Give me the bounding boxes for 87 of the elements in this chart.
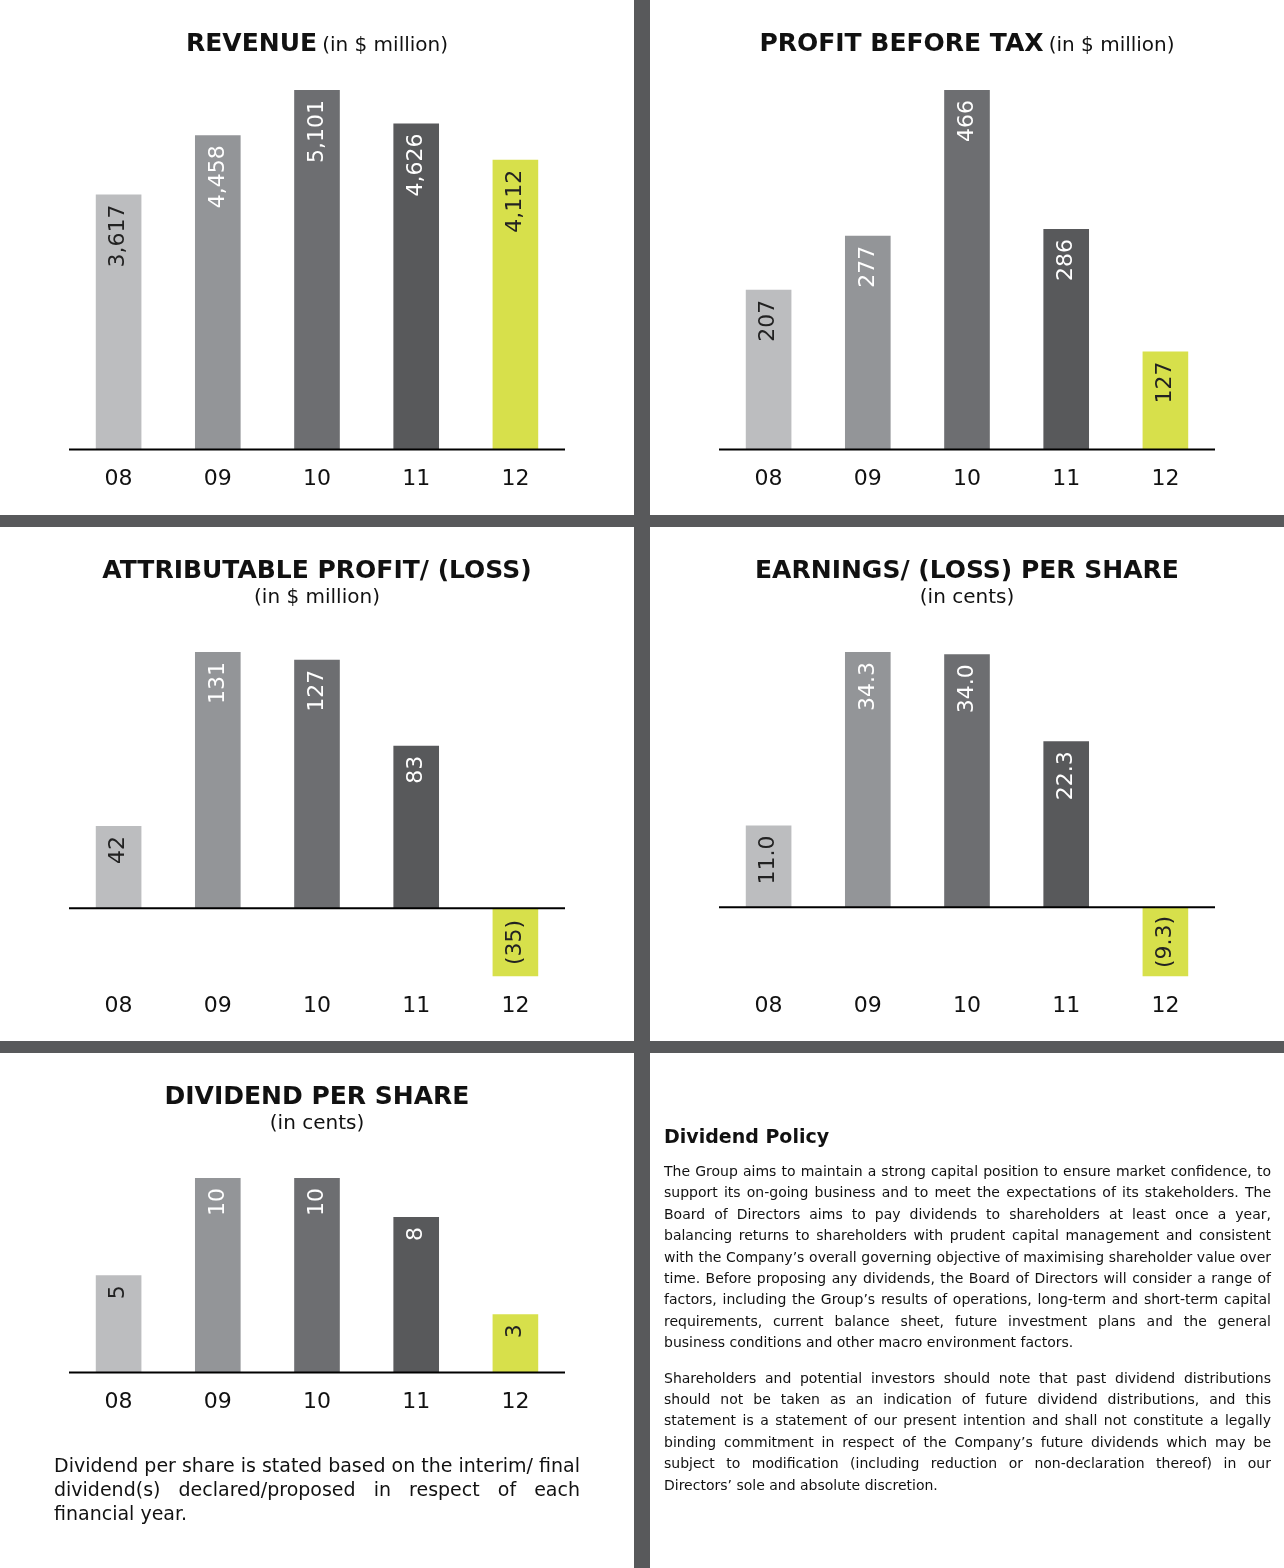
bar (294, 90, 340, 450)
data-label: (9.3) (1151, 915, 1177, 969)
chart-subtitle: (in cents) (268, 1110, 366, 1134)
x-tick-label: 12 (501, 464, 530, 490)
x-tick-label: 08 (104, 464, 133, 490)
x-tick-label: 12 (1151, 991, 1180, 1017)
bar (393, 745, 440, 909)
x-tick-label: 12 (501, 991, 530, 1017)
bar (1142, 351, 1189, 450)
x-tick-label: 08 (104, 991, 133, 1017)
bar (294, 1178, 340, 1373)
x-tick-label: 10 (303, 991, 331, 1017)
data-label: 10 (302, 1188, 328, 1216)
data-label: 277 (853, 245, 879, 288)
bar (294, 659, 340, 909)
bar (194, 135, 241, 450)
data-label: 34.0 (952, 664, 978, 714)
data-label: 83 (401, 755, 427, 784)
x-tick-label: 11 (402, 1387, 431, 1413)
data-label: 4,458 (203, 145, 229, 209)
data-label: 22.3 (1051, 751, 1077, 801)
bar (95, 826, 142, 909)
text: Shareholders and potential investors should note that past dividend distributions should not be taken as an indication of future dividend distributions, and this statement is a statement of our present intention and shall not constitute a legally binding commitment in respect of the Company’s future dividends which may be subject to modification (including reduction or non-declaration thereof) in our Directors’ sole and absolute discretion. (664, 1368, 1271, 1495)
x-tick-label: 08 (754, 991, 783, 1017)
data-label: 286 (1051, 238, 1077, 281)
bar (95, 1275, 142, 1373)
x-tick-label: 09 (853, 464, 882, 490)
x-tick-label: 10 (303, 1387, 331, 1413)
bar (492, 159, 539, 450)
text: The Group aims to maintain a strong capital position to ensure market confidence, to support its on-going business and to meet the expectations of its stakeholders. The Board of Directors aims to pay dividends to shareholders at least once a year, balancing returns to shareholders with prudent capital management and consistent with the Company’s overall governing objective of maximising shareholder value over time. Before proposing any dividends, the Board of Directors will consider a range of factors, including the Group’s results of operations, long-term and short-term capital requirements, current balance sheet, future investment plans and the general business conditions and other macro environment factors. (664, 1163, 1271, 1351)
x-tick-label: 08 (754, 464, 783, 490)
chart-subtitle: (in $ million) (253, 584, 381, 608)
chart-title: PROFIT BEFORE TAX (759, 28, 1044, 57)
x-tick-label: 11 (1052, 991, 1081, 1017)
x-tick-label: 08 (104, 1387, 133, 1413)
x-tick-label: 12 (1151, 464, 1180, 490)
data-label: 4,112 (501, 169, 527, 233)
data-label: 8 (401, 1226, 427, 1241)
data-label: 42 (104, 836, 130, 865)
bar (393, 123, 440, 450)
data-label: 10 (203, 1188, 229, 1216)
x-tick-label: 09 (203, 991, 232, 1017)
data-label: 127 (302, 669, 328, 712)
chart-subtitle: (in $ million) (1048, 32, 1175, 56)
data-label: 207 (754, 299, 780, 342)
data-label: 466 (952, 100, 978, 142)
x-tick-label: 12 (501, 1387, 530, 1413)
data-label: (35) (501, 919, 527, 965)
chart-subtitle: (in cents) (918, 584, 1016, 608)
data-label: 5 (104, 1285, 130, 1300)
data-label: 3 (501, 1324, 527, 1339)
text: Dividend per share is stated based on the interim/ final dividend(s) declared/proposed in respect of each financial year. (54, 1453, 580, 1525)
bar (745, 825, 792, 908)
data-label: 34.3 (853, 662, 879, 711)
x-tick-label: 11 (1052, 464, 1081, 490)
x-tick-label: 09 (853, 991, 882, 1017)
x-tick-label: 10 (953, 991, 981, 1017)
chart-title: DIVIDEND PER SHARE (163, 1081, 471, 1110)
data-label: 3,617 (104, 204, 130, 268)
bar (844, 652, 891, 908)
chart-title: ATTRIBUTABLE PROFIT/ (LOSS) (101, 555, 533, 584)
x-tick-label: 09 (203, 464, 232, 490)
chart-title: EARNINGS/ (LOSS) PER SHARE (754, 555, 1180, 584)
bar (745, 289, 792, 450)
data-label: 131 (203, 662, 229, 704)
bar (492, 1314, 539, 1373)
bar (944, 90, 990, 450)
chart-title: REVENUE (185, 28, 318, 57)
data-label: 4,626 (401, 133, 427, 197)
bar (194, 652, 241, 909)
data-label: 11.0 (754, 835, 780, 885)
bar (844, 235, 891, 450)
bar (1043, 741, 1090, 908)
bar (1043, 228, 1090, 450)
bar (393, 1216, 440, 1373)
bar (95, 194, 142, 450)
chart-subtitle: (in $ million) (322, 32, 449, 56)
text: Dividend Policy (664, 1125, 831, 1147)
x-tick-label: 09 (203, 1387, 232, 1413)
x-tick-label: 10 (303, 464, 331, 490)
bar (194, 1178, 241, 1373)
bar (944, 654, 990, 908)
x-tick-label: 10 (953, 464, 981, 490)
x-tick-label: 11 (402, 991, 431, 1017)
x-tick-label: 11 (402, 464, 431, 490)
data-label: 127 (1151, 361, 1177, 404)
data-label: 5,101 (302, 100, 328, 163)
